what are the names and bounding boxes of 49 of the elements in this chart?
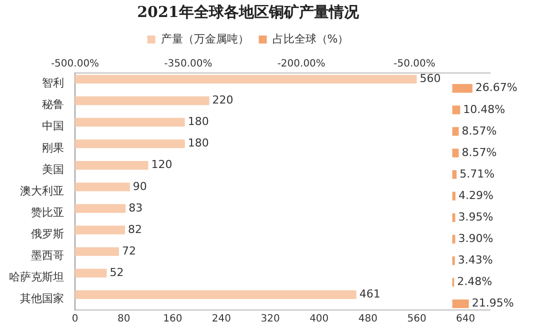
y-tick-label: 智利 xyxy=(42,76,64,90)
y-tick-label: 俄罗斯 xyxy=(31,227,64,240)
legend-label: 产量（万金属吨） xyxy=(160,32,249,46)
data-label: 8.57% xyxy=(462,146,497,159)
data-label: 3.95% xyxy=(458,210,494,224)
data-label: 21.95% xyxy=(472,296,514,310)
data-label: 560 xyxy=(420,72,441,86)
x-tick-label: 0 xyxy=(72,314,78,325)
x-tick-label: 560 xyxy=(407,314,426,325)
y-tick-label: 其他国家 xyxy=(20,292,64,306)
y-tick-label: 美国 xyxy=(42,162,64,176)
x-tick-label: 640 xyxy=(456,314,476,325)
x-tick-label: 480 xyxy=(358,314,378,325)
data-label: 180 xyxy=(188,136,209,150)
data-label: 3.43% xyxy=(458,254,493,267)
data-label: 8.57% xyxy=(462,124,497,138)
data-label: 120 xyxy=(151,158,172,172)
y-tick-label: 赞比亚 xyxy=(31,206,64,219)
chart-title: 2021年全球各地区铜矿产量情况 xyxy=(137,2,360,21)
data-label: 83 xyxy=(128,201,143,214)
data-label: 461 xyxy=(359,288,380,301)
data-label: 52 xyxy=(110,266,124,279)
data-label: 5.71% xyxy=(460,167,495,180)
y-tick-label: 刚果 xyxy=(42,141,64,154)
y-tick-label: 秘鲁 xyxy=(42,98,64,112)
data-label: 26.67% xyxy=(475,81,518,94)
data-label: 220 xyxy=(212,94,234,107)
data-label: 72 xyxy=(122,244,136,258)
x2-tick-label: -200.00% xyxy=(277,58,326,70)
legend-label: 占比全球（%） xyxy=(272,32,349,46)
x-tick-label: 240 xyxy=(212,314,232,325)
x-tick-label: 80 xyxy=(117,314,130,325)
y-tick-label: 哈萨克斯坦 xyxy=(9,270,64,284)
x2-tick-label: -50.00% xyxy=(394,58,436,70)
x-tick-label: 400 xyxy=(310,314,329,325)
data-label: 90 xyxy=(132,180,147,193)
data-label: 82 xyxy=(128,222,142,236)
y-tick-label: 墨西哥 xyxy=(31,248,64,262)
data-label: 2.48% xyxy=(457,275,492,288)
data-label: 4.29% xyxy=(458,188,494,202)
data-label: 3.90% xyxy=(458,232,494,246)
data-label: 10.48% xyxy=(463,102,506,116)
x2-tick-label: -350.00% xyxy=(164,58,212,70)
y-tick-label: 澳大利亚 xyxy=(20,184,64,198)
x-tick-label: 320 xyxy=(260,314,280,325)
x2-tick-label: -500.00% xyxy=(50,58,100,70)
x-tick-label: 160 xyxy=(163,314,182,325)
data-label: 180 xyxy=(188,115,209,128)
y-tick-label: 中国 xyxy=(42,120,64,133)
